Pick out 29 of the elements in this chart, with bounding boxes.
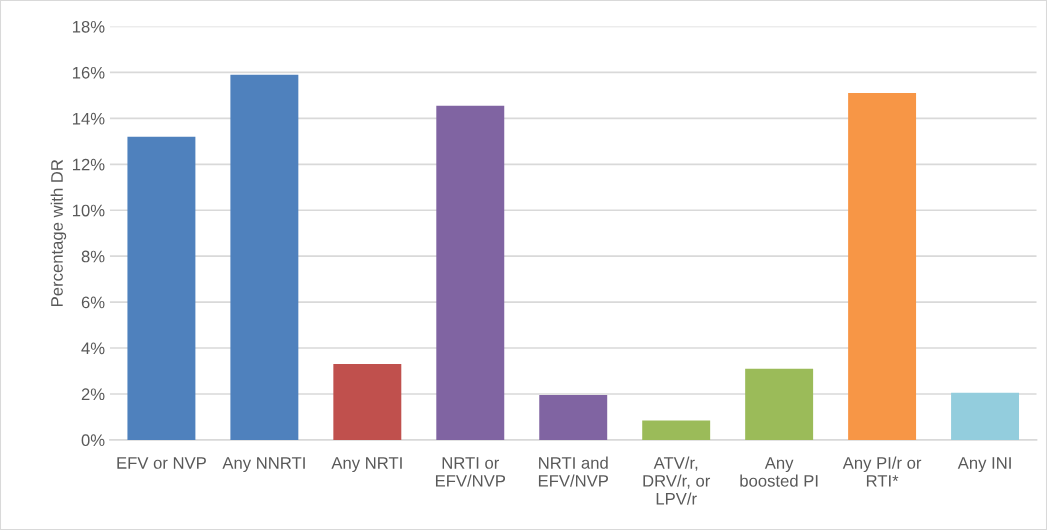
x-tick-label: EFV or NVP — [117, 457, 206, 469]
bar — [127, 136, 196, 440]
bar — [333, 364, 402, 440]
x-tick-label: ATV/r, DRV/r, or LPV/r — [643, 456, 711, 505]
y-tick-label: 8% — [81, 250, 105, 263]
x-tick-label: Any NNRTI — [222, 457, 305, 473]
x-tick-label: NRTI and EFV/NVP — [538, 456, 609, 487]
y-tick-label: 6% — [81, 296, 105, 309]
bar — [539, 395, 608, 440]
y-tick-label: 2% — [81, 388, 105, 401]
y-tick-label: 0% — [81, 434, 105, 447]
y-tick-label: 4% — [81, 342, 105, 355]
bar — [951, 392, 1020, 440]
y-tick-label: 18% — [72, 20, 105, 33]
bar — [848, 93, 917, 440]
y-tick-label: 12% — [72, 158, 105, 171]
x-tick-label: Any boosted PI — [740, 457, 818, 487]
y-tick-label: 10% — [72, 204, 105, 217]
bar — [642, 420, 711, 440]
bar — [230, 74, 299, 440]
y-tick-label: 14% — [72, 112, 105, 125]
x-tick-label: Any NRTI — [331, 457, 402, 473]
x-tick-label: Any INI — [957, 457, 1011, 473]
x-tick-label: Any PI/r or RTI* — [842, 456, 922, 487]
bar — [436, 105, 505, 440]
x-tick-label: NRTI or EFV/NVP — [435, 457, 506, 487]
bar — [745, 368, 814, 440]
y-axis-title: Percentage with DR — [50, 159, 67, 306]
y-tick-label: 16% — [72, 66, 105, 79]
